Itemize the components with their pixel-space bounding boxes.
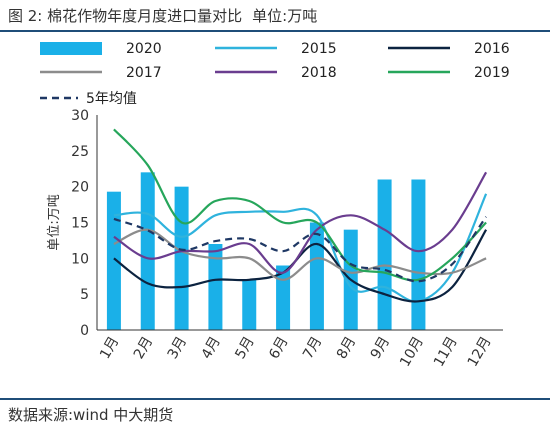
legend-item-2018: 2018 bbox=[215, 65, 337, 81]
x-axis: 1月 2月 3月 4月 5月 6月 7月 8月 9月 10月 11月 12月 bbox=[97, 329, 503, 370]
line-2016 bbox=[113, 229, 488, 303]
chart-canvas: 2020 2015 2016 2017 2018 2019 5年均值 0 5 10 15 20 25 3… bbox=[40, 41, 510, 370]
chart-title: 图 2: 棉花作物年度月度进口量对比 单位:万吨 bbox=[8, 5, 317, 26]
y-axis-label: 单位:万吨 bbox=[47, 194, 62, 250]
legend-label: 2015 bbox=[301, 41, 337, 57]
bar-2020-10月 bbox=[411, 179, 426, 330]
legend-label: 2016 bbox=[474, 41, 510, 57]
y-tick-label: 30 bbox=[71, 108, 89, 124]
legend-item-5年均值: 5年均值 bbox=[40, 91, 137, 107]
legend-item-2017: 2017 bbox=[40, 65, 162, 81]
legend: 2020 2015 2016 2017 2018 2019 5年均值 bbox=[40, 41, 510, 107]
x-tick-label: 9月 bbox=[368, 334, 393, 362]
bar-2020-2月 bbox=[140, 172, 155, 330]
bar-2020-3月 bbox=[174, 186, 189, 330]
legend-item-2020: 2020 bbox=[40, 41, 162, 57]
y-tick-label: 15 bbox=[71, 216, 89, 232]
x-tick-label: 6月 bbox=[266, 334, 291, 362]
legend-label: 2017 bbox=[126, 65, 162, 81]
legend-item-2019: 2019 bbox=[388, 65, 510, 81]
x-tick-label: 12月 bbox=[465, 334, 495, 370]
x-tick-label: 11月 bbox=[431, 334, 461, 370]
y-tick-label: 25 bbox=[71, 144, 89, 160]
y-tick-label: 5 bbox=[80, 287, 89, 303]
line-5年均值 bbox=[113, 216, 487, 283]
x-tick-label: 4月 bbox=[199, 334, 224, 362]
y-tick-label: 0 bbox=[80, 323, 89, 339]
y-axis: 0 5 10 15 20 25 30 单位:万吨 bbox=[47, 108, 98, 339]
legend-label: 2020 bbox=[126, 41, 162, 57]
legend-item-2015: 2015 bbox=[215, 41, 337, 57]
bar-series bbox=[106, 172, 426, 330]
bar-2020-6月 bbox=[276, 265, 291, 330]
legend-label: 2018 bbox=[301, 65, 337, 81]
x-tick-label: 8月 bbox=[334, 334, 359, 362]
x-tick-label: 3月 bbox=[165, 334, 190, 362]
line-series bbox=[113, 128, 488, 303]
bar-2020-5月 bbox=[242, 279, 257, 330]
line-2018 bbox=[113, 171, 488, 274]
unit-note: 单位:万吨 bbox=[252, 7, 318, 25]
x-tick-label: 1月 bbox=[97, 334, 122, 362]
bar-2020-9月 bbox=[377, 179, 392, 330]
x-tick-label: 10月 bbox=[397, 334, 427, 370]
bar-2020-7月 bbox=[309, 222, 324, 330]
y-tick-label: 10 bbox=[71, 251, 89, 267]
y-tick-label: 20 bbox=[71, 180, 89, 196]
bar-2020-1月 bbox=[106, 191, 121, 330]
chart-title-text: 图 2: 棉花作物年度月度进口量对比 bbox=[8, 7, 243, 25]
line-2019 bbox=[113, 128, 487, 282]
legend-item-2016: 2016 bbox=[388, 41, 510, 57]
x-tick-label: 2月 bbox=[131, 334, 156, 362]
top-divider bbox=[0, 30, 550, 32]
legend-swatch bbox=[40, 42, 102, 55]
bottom-divider bbox=[0, 398, 550, 400]
data-source: 数据来源:wind 中大期货 bbox=[8, 406, 174, 424]
line-2015 bbox=[113, 193, 488, 303]
legend-label: 2019 bbox=[474, 65, 510, 81]
x-tick-label: 5月 bbox=[232, 334, 257, 362]
legend-label: 5年均值 bbox=[86, 91, 137, 107]
x-tick-label: 7月 bbox=[300, 334, 325, 362]
bar-2020-4月 bbox=[208, 244, 223, 330]
